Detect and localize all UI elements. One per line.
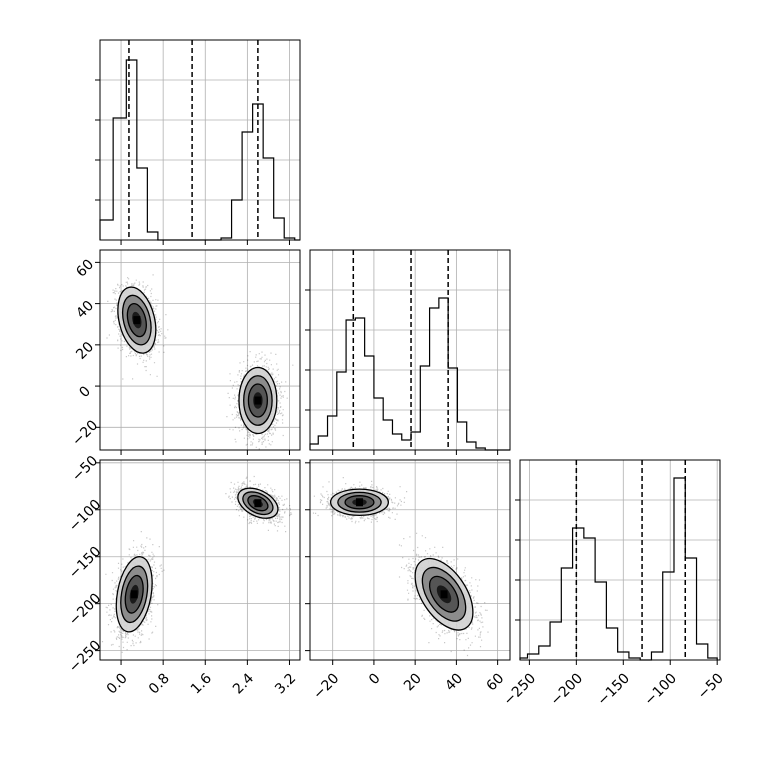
cluster-3-1-contour-3 <box>329 488 390 517</box>
x-tick-label-3-4: −100 <box>641 670 680 709</box>
histogram-3-frame <box>519 459 721 661</box>
x-tick-label-1-4: 2.4 <box>230 670 257 697</box>
x-tick-label-2-1: −20 <box>310 670 342 702</box>
cluster-2-1-contour-2 <box>120 565 149 624</box>
scatter-1-content <box>106 274 294 450</box>
cluster-2-1-contour-3 <box>115 556 153 633</box>
y-tick-label-3-3: −150 <box>66 544 105 583</box>
histogram-panel-3 <box>515 459 721 661</box>
x-tick-label-1-2: 0.8 <box>146 670 173 697</box>
histogram-panel-1 <box>95 39 301 241</box>
cluster-3-2-peak <box>440 590 448 599</box>
cluster-3-1-peak <box>355 498 363 507</box>
cluster-1-2-peak <box>254 396 262 405</box>
cluster-3-1 <box>312 477 408 524</box>
histogram-1-frame <box>99 39 301 241</box>
scatter-3-frame <box>309 459 511 661</box>
histogram-2-step <box>309 297 510 451</box>
scatter-panel-2 <box>99 459 301 661</box>
y-tick-label-3-4: −100 <box>66 497 105 536</box>
cluster-2-2-contour-3 <box>237 487 279 519</box>
histogram-2-frame <box>309 249 511 451</box>
cluster-3-1-contour-2 <box>337 491 382 513</box>
cluster-2-1 <box>101 531 165 653</box>
x-tick-label-2-5: 60 <box>483 670 507 694</box>
x-tick-label-3-1: −250 <box>501 670 540 709</box>
cluster-2-2-peak <box>254 499 262 508</box>
scatter-panel-1 <box>99 249 301 451</box>
y-tick-label-3-5: −50 <box>69 453 101 485</box>
corner-plot-panels <box>95 39 721 665</box>
y-tick-label-2-5: 60 <box>73 256 97 280</box>
histogram-panel-2 <box>305 249 511 451</box>
y-tick-label-2-2: 0 <box>76 383 94 401</box>
y-tick-label-3-2: −200 <box>66 590 105 629</box>
cluster-3-2 <box>398 532 489 660</box>
cluster-3-1-contour-1 <box>344 495 375 510</box>
cluster-3-2-contour-3 <box>414 557 474 631</box>
cluster-2-1-contour-1 <box>124 574 144 614</box>
x-tick-label-2-4: 40 <box>442 670 466 694</box>
scatter-3-content <box>312 477 489 660</box>
scatter-2-content <box>101 475 293 653</box>
scatter-panel-3 <box>309 459 511 661</box>
cluster-2-2 <box>225 475 293 533</box>
cluster-1-2-contour-1 <box>247 383 269 418</box>
x-tick-labels: 0.0 0.8 1.6 2.4 3.2 −20 0 20 40 60−250 −200 −150 −10… <box>104 670 727 709</box>
cluster-3-2-contour-2 <box>421 566 467 622</box>
cluster-2-2-contour-2 <box>242 491 274 516</box>
scatter-1-frame <box>99 249 301 451</box>
cluster-1-1-contour-3 <box>117 286 157 354</box>
y-tick-label-2-1: −20 <box>69 417 101 449</box>
y-tick-label-3-1: −250 <box>66 637 105 676</box>
y-tick-label-2-4: 40 <box>73 298 97 322</box>
cluster-1-1 <box>106 274 169 380</box>
histogram-3-step <box>519 477 718 661</box>
cluster-1-1-peak <box>133 316 141 325</box>
cluster-1-2 <box>226 351 294 450</box>
histogram-1-step <box>99 59 300 241</box>
x-tick-label-3-2: −200 <box>548 670 587 709</box>
cluster-1-1-contour-2 <box>121 294 152 346</box>
cluster-2-2-contour-1 <box>247 495 269 512</box>
cluster-2-1-peak <box>130 590 138 599</box>
x-tick-label-1-5: 3.2 <box>272 670 299 697</box>
x-tick-label-2-2: 0 <box>366 670 384 688</box>
x-tick-label-3-5: −50 <box>695 670 727 702</box>
x-tick-label-3-3: −150 <box>595 670 634 709</box>
scatter-2-frame <box>99 459 301 661</box>
x-tick-label-1-1: 0.0 <box>104 670 131 697</box>
x-tick-label-2-3: 20 <box>401 670 425 694</box>
cluster-1-1-contour-1 <box>126 302 147 338</box>
cluster-1-2-contour-2 <box>243 375 273 426</box>
x-tick-label-1-3: 1.6 <box>188 670 215 697</box>
cluster-1-2-contour-3 <box>238 366 278 435</box>
cluster-3-2-contour-1 <box>428 575 460 613</box>
y-tick-label-2-3: 20 <box>73 339 97 363</box>
